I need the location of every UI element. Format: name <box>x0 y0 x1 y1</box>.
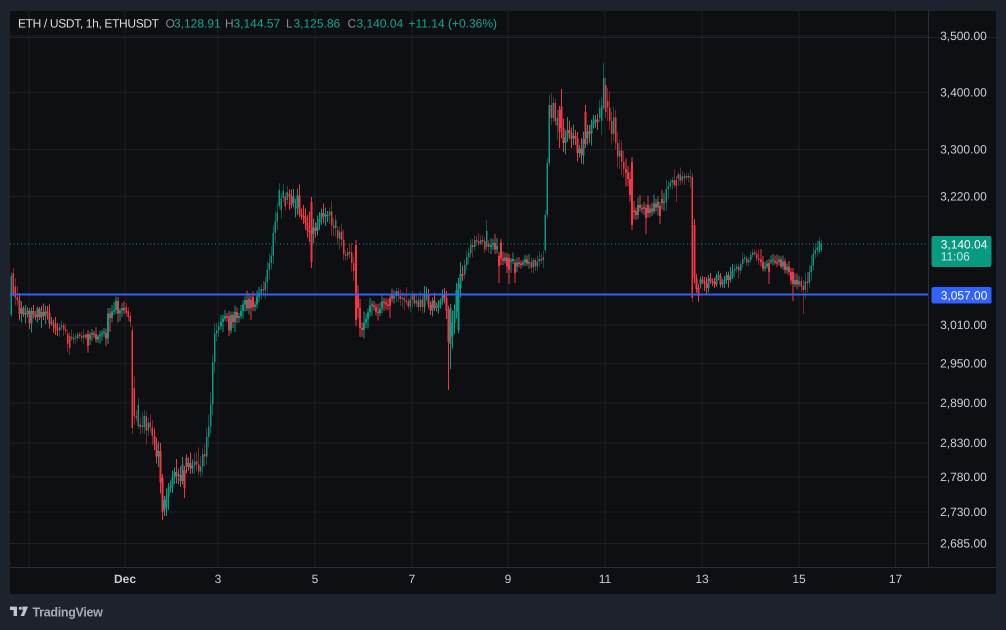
svg-text:17: 17 <box>889 572 903 586</box>
svg-text:2,890.00: 2,890.00 <box>940 396 987 410</box>
svg-text:3,125.86: 3,125.86 <box>294 16 341 30</box>
svg-text:2,950.00: 2,950.00 <box>940 357 987 371</box>
svg-text:5: 5 <box>312 572 319 586</box>
svg-text:L: L <box>286 16 293 30</box>
svg-text:C: C <box>348 16 357 30</box>
svg-text:+11.14 (+0.36%): +11.14 (+0.36%) <box>409 16 498 30</box>
svg-text:2,830.00: 2,830.00 <box>940 436 987 450</box>
svg-text:3: 3 <box>215 572 222 586</box>
svg-text:3,140.04: 3,140.04 <box>941 237 988 251</box>
svg-text:15: 15 <box>792 572 806 586</box>
svg-text:Dec: Dec <box>114 572 136 586</box>
svg-text:13: 13 <box>695 572 709 586</box>
svg-text:2,685.00: 2,685.00 <box>940 537 987 551</box>
svg-text:3,057.00: 3,057.00 <box>941 289 988 303</box>
svg-text:2,780.00: 2,780.00 <box>940 470 987 484</box>
svg-text:TradingView: TradingView <box>33 605 104 619</box>
svg-text:3,128.91: 3,128.91 <box>174 16 221 30</box>
svg-text:3,144.57: 3,144.57 <box>234 16 281 30</box>
svg-text:3,010.00: 3,010.00 <box>940 318 987 332</box>
svg-text:3,220.00: 3,220.00 <box>940 190 987 204</box>
svg-text:O: O <box>166 16 175 30</box>
svg-text:9: 9 <box>505 572 512 586</box>
svg-text:ETH / USDT, 1h, ETHUSDT: ETH / USDT, 1h, ETHUSDT <box>18 16 160 30</box>
svg-text:3,140.04: 3,140.04 <box>357 16 404 30</box>
svg-text:3,300.00: 3,300.00 <box>940 143 987 157</box>
svg-text:H: H <box>225 16 234 30</box>
svg-text:11: 11 <box>599 572 612 586</box>
svg-text:11:06: 11:06 <box>941 250 970 264</box>
svg-text:2,730.00: 2,730.00 <box>940 505 987 519</box>
svg-text:3,400.00: 3,400.00 <box>940 85 987 99</box>
svg-text:3,500.00: 3,500.00 <box>940 29 987 43</box>
svg-text:7: 7 <box>409 572 416 586</box>
